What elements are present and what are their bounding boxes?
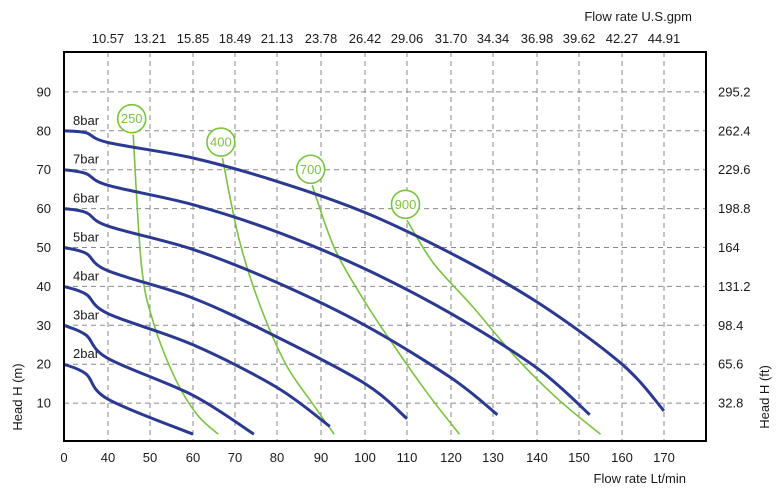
power-label-400: 400 [210,135,232,150]
y-tick-label: 80 [37,123,51,138]
y-tick-label: 40 [37,279,51,294]
series-label-8bar: 8bar [73,113,100,128]
y-tick-label: 60 [37,201,51,216]
y-axis-title: Head H (m) [10,363,25,430]
x2-tick-label: 13.21 [134,31,167,46]
power-label-circle [206,127,236,157]
power-label-circle [116,103,147,134]
x-tick-label: 90 [314,450,328,465]
gridlines [64,52,706,441]
power-curve-900 [406,219,602,435]
pressure-curve-5bar [63,246,408,420]
x-tick-label: 160 [611,450,633,465]
x-tick-label: 140 [526,450,548,465]
x-tick-label: 130 [482,450,504,465]
y2-tick-label: 98.4 [718,318,743,333]
x2-tick-label: 36.98 [521,31,554,46]
chart-marks: 2bar 3bar 4bar 5bar 6bar 7bar 8bar 250 400 700 900 [63,103,666,436]
x2-tick-label: 26.42 [349,31,382,46]
pressure-curve-8bar [63,129,666,412]
x2-tick-label: 21.13 [261,31,294,46]
x-tick-label: 60 [186,450,200,465]
x-tick-label: 50 [143,450,157,465]
y2-tick-label: 65.6 [718,357,743,372]
pressure-curve-6bar [63,207,499,416]
y-tick-label: 30 [37,318,51,333]
power-label-700: 700 [300,162,322,177]
y-tick-label: 90 [37,84,51,99]
y2-tick-label: 229.6 [718,162,751,177]
x2-tick-label: 10.57 [92,31,125,46]
x2-tick-label: 15.85 [177,31,210,46]
y2-tick-label: 198.8 [718,201,751,216]
x2-tick-label: 23.78 [305,31,338,46]
y-tick-label: 10 [37,396,51,411]
power-label-250: 250 [121,111,143,126]
x2-tick-label: 39.62 [563,31,596,46]
series-label-4bar: 4bar [73,268,100,283]
top-axis-title: Flow rate U.S.gpm [584,9,692,24]
series-label-6bar: 6bar [73,191,100,206]
x-tick-label: 80 [270,450,284,465]
y2-axis-title: Head H (ft) [757,365,772,429]
pressure-curve-3bar [63,323,255,436]
series-label-2bar: 2bar [73,346,100,361]
y2-tick-label: 295.2 [718,84,751,99]
x-tick-label: 120 [440,450,462,465]
y-tick-label: 70 [37,162,51,177]
pressure-curve-2bar [63,362,194,436]
power-label-circle [390,189,421,220]
tick-labels: 0 40 50 60 70 80 90 100 110 120 130 140 150 160 170 10.… [37,31,751,465]
series-label-5bar: 5bar [73,230,100,245]
y-tick-label: 50 [37,240,51,255]
pressure-curve-4bar [63,284,331,428]
x-tick-label: 100 [354,450,376,465]
x-tick-label: 170 [653,450,675,465]
x-tick-label: 40 [101,450,115,465]
series-label-3bar: 3bar [73,307,100,322]
power-label-circle [295,154,326,185]
power-label-900: 900 [395,197,417,212]
x2-tick-label: 31.70 [435,31,468,46]
x-tick-label: 150 [568,450,590,465]
x2-tick-label: 44.91 [648,31,681,46]
x2-tick-label: 18.49 [219,31,252,46]
x-tick-label: 70 [228,450,242,465]
pressure-curve-7bar [63,168,591,416]
x-axis-title: Flow rate Lt/min [594,471,686,486]
power-curve-700 [311,185,461,435]
y2-tick-label: 131.2 [718,279,751,294]
power-curve-250 [132,134,219,435]
series-label-7bar: 7bar [73,152,100,167]
y-tick-label: 20 [37,357,51,372]
y2-tick-label: 164 [718,240,740,255]
x-tick-label: 0 [60,450,67,465]
plot-frame [63,51,707,442]
power-curve-400 [221,157,335,435]
x2-tick-label: 42.27 [606,31,639,46]
y2-tick-label: 262.4 [718,123,751,138]
x2-tick-label: 29.06 [391,31,424,46]
x2-tick-label: 34.34 [477,31,510,46]
x-tick-label: 110 [397,450,418,465]
y2-tick-label: 32.8 [718,396,743,411]
